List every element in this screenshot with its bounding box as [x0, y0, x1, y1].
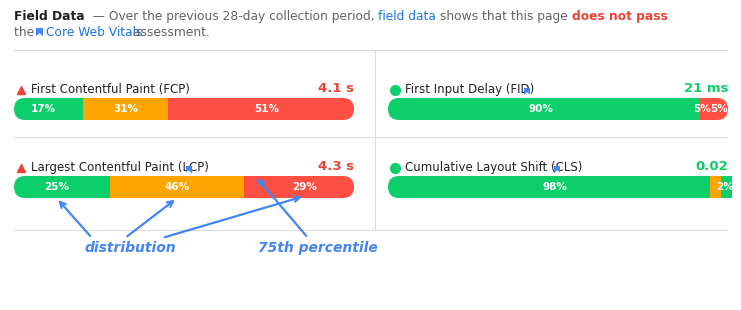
FancyBboxPatch shape: [554, 166, 560, 174]
Text: distribution: distribution: [84, 241, 176, 255]
Polygon shape: [524, 93, 530, 96]
FancyBboxPatch shape: [700, 98, 728, 120]
FancyBboxPatch shape: [14, 176, 110, 198]
FancyBboxPatch shape: [245, 176, 354, 198]
Text: the: the: [14, 26, 38, 39]
Text: Core Web Vitals: Core Web Vitals: [46, 26, 142, 39]
Text: does not pass: does not pass: [571, 10, 668, 23]
Bar: [694, 98, 711, 120]
Text: Largest Contentful Paint (LCP): Largest Contentful Paint (LCP): [31, 161, 209, 174]
Text: 51%: 51%: [254, 104, 279, 114]
Text: First Contentful Paint (FCP): First Contentful Paint (FCP): [31, 82, 190, 95]
Bar: [721, 176, 732, 198]
Text: shows that this page: shows that this page: [436, 10, 571, 23]
Text: First Input Delay (FID): First Input Delay (FID): [405, 82, 534, 95]
FancyBboxPatch shape: [14, 98, 84, 120]
Text: 75th percentile: 75th percentile: [258, 241, 378, 255]
FancyBboxPatch shape: [388, 98, 705, 120]
Bar: [245, 176, 256, 198]
Bar: [700, 98, 711, 120]
Text: 17%: 17%: [30, 104, 56, 114]
Text: 25%: 25%: [44, 182, 69, 192]
Text: 4.3 s: 4.3 s: [318, 161, 354, 174]
Polygon shape: [554, 171, 560, 174]
Bar: [73, 98, 179, 120]
Text: 46%: 46%: [165, 182, 190, 192]
Bar: [710, 176, 721, 198]
Text: 5%: 5%: [711, 104, 728, 114]
Bar: [694, 98, 705, 120]
Bar: [168, 98, 179, 120]
FancyBboxPatch shape: [36, 28, 43, 37]
Text: 29%: 29%: [292, 182, 317, 192]
Polygon shape: [36, 34, 43, 37]
Text: 98%: 98%: [542, 182, 567, 192]
Text: 90%: 90%: [528, 104, 554, 114]
Bar: [73, 98, 84, 120]
FancyBboxPatch shape: [185, 166, 191, 174]
FancyBboxPatch shape: [710, 176, 728, 198]
Text: Field Data: Field Data: [14, 10, 84, 23]
Polygon shape: [185, 171, 191, 174]
Bar: [99, 176, 110, 198]
Bar: [99, 176, 256, 198]
Text: 31%: 31%: [113, 104, 138, 114]
Text: 5%: 5%: [694, 104, 711, 114]
Text: 4.1 s: 4.1 s: [318, 82, 354, 95]
Text: assessment.: assessment.: [129, 26, 210, 39]
FancyBboxPatch shape: [524, 88, 530, 96]
Text: Cumulative Layout Shift (CLS): Cumulative Layout Shift (CLS): [405, 161, 582, 174]
Text: 0.02: 0.02: [695, 161, 728, 174]
Text: 21 ms: 21 ms: [683, 82, 728, 95]
FancyBboxPatch shape: [168, 98, 354, 120]
Text: field data: field data: [378, 10, 436, 23]
FancyBboxPatch shape: [388, 176, 732, 198]
Text: 2%: 2%: [716, 182, 734, 192]
Text: — Over the previous 28-day collection period,: — Over the previous 28-day collection pe…: [84, 10, 378, 23]
